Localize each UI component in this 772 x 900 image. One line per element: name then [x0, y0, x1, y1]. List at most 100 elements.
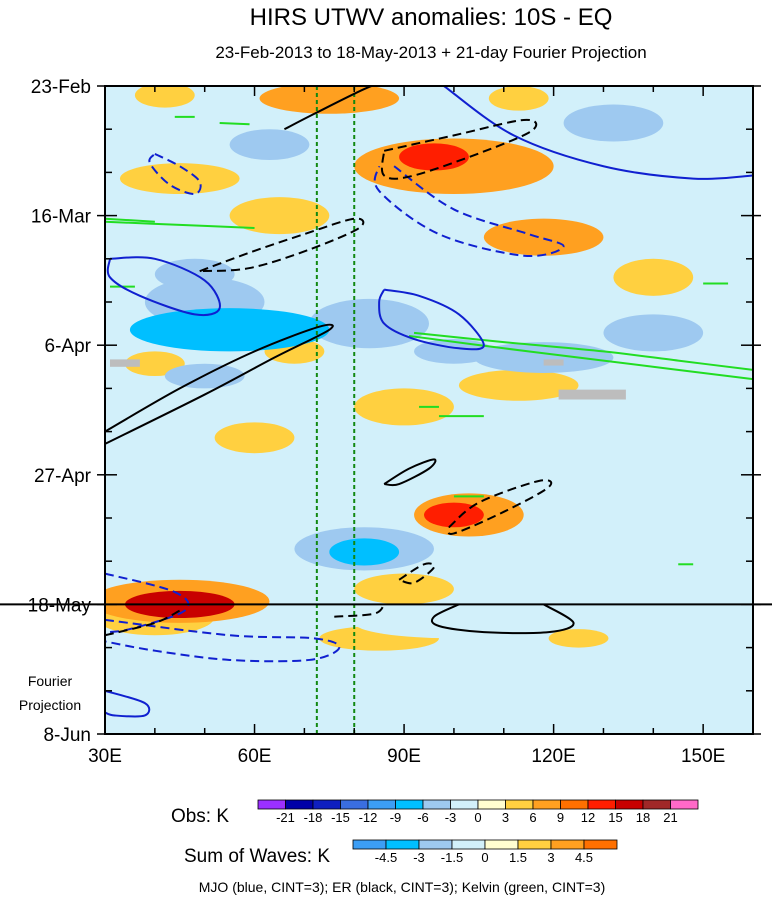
- anomaly-blob: [563, 104, 664, 142]
- mjo-contour: [373, 165, 565, 258]
- x-tick-label: 90E: [387, 746, 421, 767]
- anomaly-blob: [424, 502, 484, 528]
- legend-level-label: 18: [636, 810, 650, 825]
- legend-level-label: -1.5: [441, 850, 463, 865]
- legend-swatch: [484, 839, 519, 850]
- legend-level-label: 0: [474, 810, 481, 825]
- legend-level-label: 15: [608, 810, 622, 825]
- er-contour: [380, 118, 538, 180]
- legend-swatch: [285, 799, 314, 810]
- mjo-contour: [105, 689, 151, 718]
- anomaly-blob: [139, 135, 220, 161]
- legend-level-label: 6: [529, 810, 536, 825]
- legend-swatch: [642, 799, 671, 810]
- projection-label-line-2: Projection: [19, 697, 81, 713]
- y-axis-labels: 23-Feb 16-Mar 6-Apr 27-Apr 18-May 8-Jun: [28, 77, 92, 746]
- anomaly-blob: [433, 431, 574, 469]
- er-contour: [398, 562, 436, 585]
- anomaly-blob: [105, 502, 205, 534]
- anomaly-blob: [309, 298, 429, 349]
- legend-swatch: [312, 799, 341, 810]
- er-contour: [105, 323, 334, 445]
- anomaly-blob: [354, 388, 454, 426]
- anomaly-blob: [483, 218, 604, 256]
- kelvin-contour: [105, 217, 155, 223]
- legend-swatch: [395, 799, 424, 810]
- legend-level-label: 0: [481, 850, 488, 865]
- anomaly-blob: [124, 351, 185, 377]
- mjo-contour: [378, 288, 485, 351]
- y-tick-label: 18-May: [28, 595, 92, 616]
- x-tick-label: 30E: [88, 746, 122, 767]
- chart-subtitle: 23-Feb-2013 to 18-May-2013 + 21-day Four…: [215, 43, 646, 62]
- missing-data-patch: [558, 389, 626, 400]
- plot-frame: [104, 85, 754, 735]
- legend-swatch: [352, 839, 387, 850]
- wave-caption: MJO (blue, CINT=3); ER (black, CINT=3); …: [199, 879, 606, 895]
- legend-swatch: [670, 799, 699, 810]
- anomaly-blob: [663, 184, 744, 235]
- legend-level-label: -6: [417, 810, 429, 825]
- anomaly-blob: [229, 468, 330, 506]
- legend-swatch: [385, 839, 420, 850]
- y-tick-label: 8-Jun: [43, 725, 91, 746]
- legend-level-label: -3: [445, 810, 457, 825]
- legend-swatch: [367, 799, 396, 810]
- legend-swatch: [615, 799, 644, 810]
- anomaly-blob: [603, 406, 704, 444]
- reference-lines: [315, 86, 356, 734]
- legend-swatch: [422, 799, 451, 810]
- y-tick-label: 6-Apr: [45, 336, 92, 357]
- anomaly-blob: [354, 607, 554, 639]
- axis-ticks: [97, 85, 761, 735]
- legend-swatch: [532, 799, 561, 810]
- legend-swatch: [418, 839, 453, 850]
- anomaly-blob: [399, 143, 469, 171]
- anomaly-blob: [548, 629, 609, 648]
- er-contour: [283, 86, 375, 131]
- legend-level-label: -18: [304, 810, 323, 825]
- legend-level-label: -21: [276, 810, 295, 825]
- anomaly-blob: [229, 197, 330, 235]
- legend-level-label: 12: [581, 810, 595, 825]
- legend-swatch: [560, 799, 589, 810]
- legend-level-label: 3: [502, 810, 509, 825]
- kelvin-contour: [105, 220, 255, 229]
- kelvin-contour: [413, 331, 753, 371]
- legend-swatch: [505, 799, 534, 810]
- obs-legend-bar: -21 -18 -15 -12 -9 -6 -3 0 3 6 9 12 15 18 21: [257, 799, 699, 825]
- anomaly-blob: [488, 86, 549, 111]
- legend-swatch: [450, 799, 479, 810]
- x-tick-label: 150E: [681, 746, 725, 767]
- missing-data-patches: [109, 359, 626, 400]
- missing-data-patch: [109, 359, 140, 367]
- legend-swatch: [550, 839, 585, 850]
- er-contour: [105, 609, 181, 637]
- er-contour: [199, 217, 365, 273]
- anomaly-blob: [229, 129, 310, 161]
- legend-level-label: 3: [547, 850, 554, 865]
- anomaly-blob: [329, 538, 400, 566]
- legend-level-label: -4.5: [375, 850, 397, 865]
- legend-level-label: 21: [663, 810, 677, 825]
- waves-legend-label: Sum of Waves: K: [184, 846, 330, 867]
- legend-level-label: -9: [390, 810, 402, 825]
- wave-contours: [105, 86, 753, 718]
- legend-level-label: 9: [557, 810, 564, 825]
- chart-title: HIRS UTWV anomalies: 10S - EQ: [250, 4, 613, 31]
- anomaly-blob: [603, 314, 704, 352]
- anomaly-blob: [259, 86, 400, 114]
- projection-label-line-1: Fourier: [28, 673, 73, 689]
- y-tick-label: 27-Apr: [34, 466, 92, 487]
- x-axis-labels: 30E 60E 90E 120E 150E: [88, 746, 725, 767]
- x-tick-label: 120E: [531, 746, 575, 767]
- mjo-contour: [105, 618, 341, 663]
- legend-swatch: [257, 799, 286, 810]
- mjo-contour: [105, 572, 190, 634]
- y-tick-label: 23-Feb: [31, 77, 91, 98]
- legend-level-label: -12: [359, 810, 378, 825]
- legend-swatch: [587, 799, 616, 810]
- anomaly-blob: [134, 86, 195, 108]
- y-tick-label: 16-Mar: [31, 207, 92, 228]
